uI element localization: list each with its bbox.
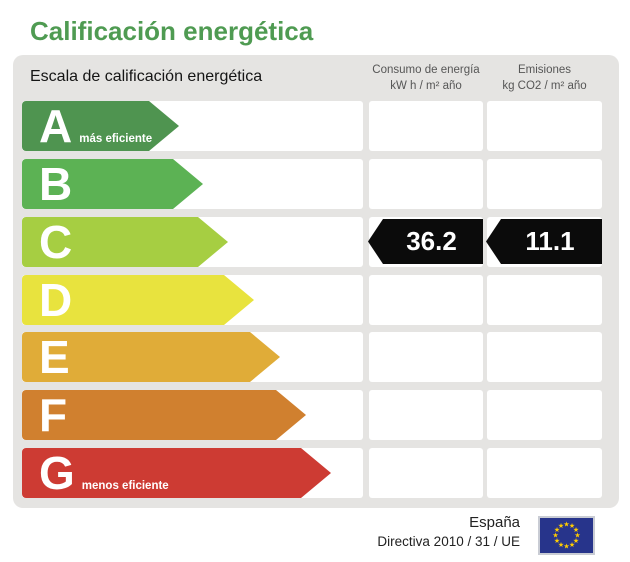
rating-arrow-c: C (22, 217, 228, 267)
consumo-cell (369, 390, 483, 440)
country-label: España (469, 514, 520, 531)
emisiones-cell (487, 448, 602, 498)
consumo-header-line2: kW h / m² año (390, 80, 462, 92)
rating-letter: A (39, 100, 73, 152)
emisiones-value-tag: 11.1 (486, 219, 602, 264)
directive-label: Directiva 2010 / 31 / UE (377, 534, 520, 549)
emisiones-cell (487, 275, 602, 325)
rating-letter: G (39, 447, 75, 499)
scale-cell: F (22, 390, 363, 440)
footer-text: España Directiva 2010 / 31 / UE (377, 513, 520, 551)
scale-cell: B (22, 159, 363, 209)
scale-cell: A más eficiente (22, 101, 363, 151)
rating-row-f: F (13, 390, 619, 440)
consumo-value-tag: 36.2 (368, 219, 483, 264)
consumo-cell: 36.2 (368, 217, 483, 267)
rating-arrow-a: A más eficiente (22, 101, 179, 151)
rating-arrow-d: D (22, 275, 254, 325)
consumo-cell (369, 332, 483, 382)
emisiones-cell (487, 390, 602, 440)
rating-letter: D (39, 274, 73, 326)
emisiones-header-line1: Emisiones (517, 64, 572, 76)
column-header-consumo: Consumo de energía kW h / m² año (369, 62, 483, 94)
rating-letter: F (39, 389, 68, 441)
rating-row-c: C 36.2 11.1 (13, 217, 619, 267)
scale-cell: G menos eficiente (22, 448, 363, 498)
scale-cell: E (22, 332, 363, 382)
consumo-cell (369, 159, 483, 209)
emisiones-cell: 11.1 (486, 217, 602, 267)
emisiones-cell (487, 159, 602, 209)
rating-letter: C (39, 216, 73, 268)
scale-cell: C (22, 217, 363, 267)
emisiones-cell (487, 101, 602, 151)
consumo-cell (369, 275, 483, 325)
rating-row-d: D (13, 275, 619, 325)
emisiones-cell (487, 332, 602, 382)
consumo-cell (369, 448, 483, 498)
scale-cell: D (22, 275, 363, 325)
rating-row-a: A más eficiente (13, 101, 619, 151)
rating-arrow-g: G menos eficiente (22, 448, 331, 498)
emisiones-value: 11.1 (525, 226, 575, 256)
scale-header: Escala de calificación energética (30, 68, 263, 85)
rating-row-b: B (13, 159, 619, 209)
rating-row-e: E (13, 332, 619, 382)
rating-note: más eficiente (79, 133, 153, 145)
page-title: Calificación energética (30, 16, 314, 46)
eu-flag-icon: ★ ★ ★ ★ ★ ★ ★ ★ ★ ★ ★ ★ (538, 516, 595, 555)
rating-note: menos eficiente (81, 480, 169, 492)
rating-arrow-b: B (22, 159, 203, 209)
rating-row-g: G menos eficiente (13, 448, 619, 498)
rating-arrow-f: F (22, 390, 306, 440)
consumo-value: 36.2 (406, 226, 457, 256)
consumo-header-line1: Consumo de energía (372, 64, 480, 76)
rating-letter: B (39, 158, 73, 210)
rating-scale-panel: Escala de calificación energética Consum… (13, 55, 619, 508)
rating-arrow-e: E (22, 332, 280, 382)
consumo-cell (369, 101, 483, 151)
column-header-emisiones: Emisiones kg CO2 / m² año (487, 62, 602, 94)
emisiones-header-line2: kg CO2 / m² año (502, 80, 587, 92)
eu-flag-stars: ★ ★ ★ ★ ★ ★ ★ ★ ★ ★ ★ ★ (552, 520, 581, 550)
rating-letter: E (39, 331, 70, 383)
